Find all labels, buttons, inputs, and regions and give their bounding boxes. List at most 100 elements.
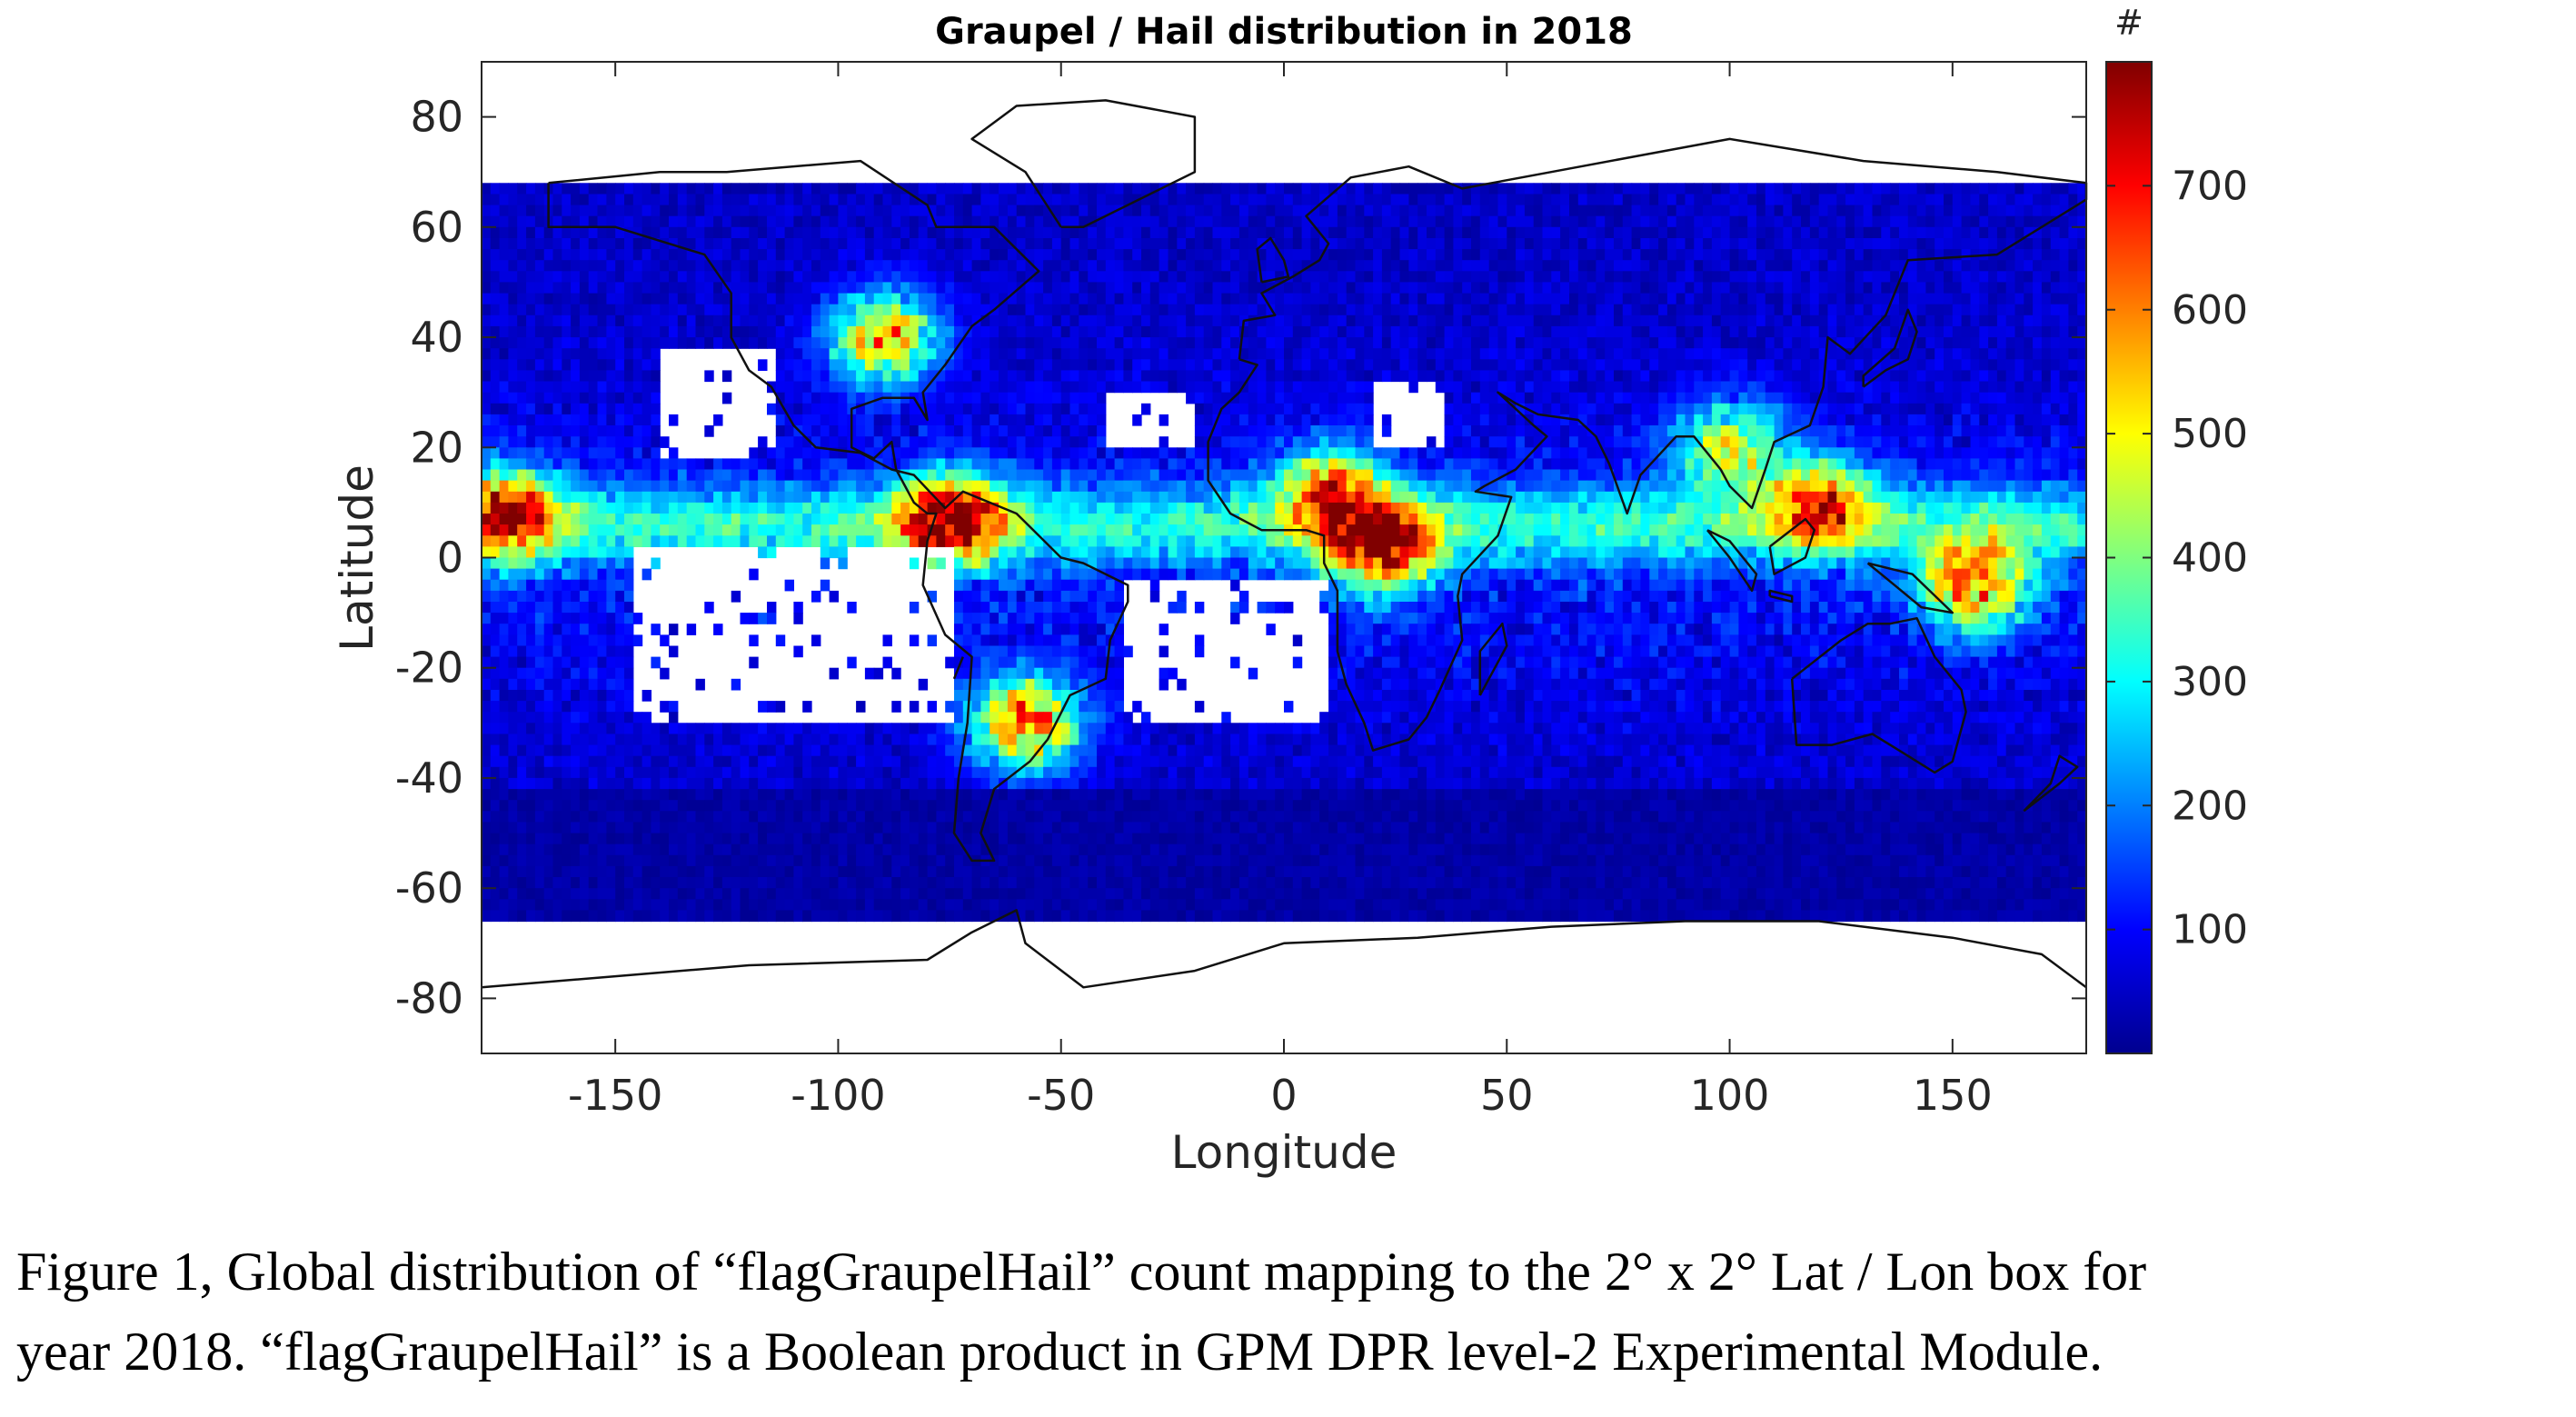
- heatmap-cell: [490, 325, 501, 338]
- heatmap-cell: [1114, 359, 1125, 372]
- heatmap-cell: [936, 314, 946, 327]
- heatmap-cell: [1221, 436, 1231, 448]
- heatmap-cell: [1060, 458, 1071, 471]
- heatmap-cell: [1007, 194, 1018, 206]
- heatmap-cell: [534, 337, 545, 349]
- heatmap-cell: [1507, 271, 1517, 284]
- heatmap-cell: [1827, 205, 1837, 217]
- heatmap-cell: [1756, 194, 1766, 206]
- heatmap-cell: [499, 425, 510, 437]
- heatmap-cell: [793, 271, 803, 284]
- heatmap-cell: [954, 414, 964, 426]
- heatmap-cell: [2041, 194, 2052, 206]
- heatmap-cell: [1088, 425, 1098, 437]
- heatmap-cell: [918, 215, 929, 228]
- heatmap-cell: [1881, 325, 1891, 338]
- heatmap-cell: [1631, 414, 1642, 426]
- heatmap-cell: [767, 183, 777, 195]
- heatmap-cell: [1899, 282, 1909, 294]
- heatmap-cell: [543, 271, 554, 284]
- heatmap-cell: [820, 183, 830, 195]
- heatmap-cell: [1319, 480, 1329, 493]
- heatmap-cell: [1988, 381, 1998, 394]
- heatmap-cell: [2041, 469, 2052, 482]
- heatmap-cell: [1016, 260, 1027, 272]
- heatmap-cell: [1079, 293, 1089, 305]
- heatmap-cell: [1016, 314, 1027, 327]
- heatmap-cell: [606, 447, 616, 460]
- heatmap-cell: [1427, 249, 1437, 261]
- heatmap-cell: [1051, 392, 1062, 404]
- heatmap-cell: [1916, 271, 1927, 284]
- heatmap-cell: [1640, 194, 1650, 206]
- heatmap-cell: [1818, 293, 1829, 305]
- heatmap-cell: [1079, 194, 1089, 206]
- heatmap-cell: [1069, 403, 1079, 415]
- heatmap-cell: [543, 491, 554, 504]
- heatmap-cell: [954, 249, 964, 261]
- heatmap-cell: [1622, 226, 1633, 239]
- heatmap-cell: [1471, 414, 1481, 426]
- heatmap-cell: [686, 293, 697, 305]
- heatmap-cell: [508, 304, 518, 316]
- heatmap-cell: [1435, 293, 1446, 305]
- heatmap-cell: [1827, 337, 1837, 349]
- heatmap-cell: [749, 194, 759, 206]
- heatmap-cell: [1649, 392, 1659, 404]
- heatmap-cell: [1577, 183, 1588, 195]
- heatmap-cell: [1890, 205, 1900, 217]
- heatmap-cell: [962, 337, 973, 349]
- heatmap-cell: [1747, 447, 1757, 460]
- heatmap-cell: [784, 249, 795, 261]
- heatmap-cell: [1177, 337, 1187, 349]
- heatmap-cell: [2033, 226, 2043, 239]
- heatmap-cell: [1916, 447, 1927, 460]
- heatmap-cell: [1497, 436, 1507, 448]
- heatmap-cell: [1399, 325, 1409, 338]
- heatmap-cell: [1586, 403, 1597, 415]
- heatmap-cell: [1899, 414, 1909, 426]
- heatmap-cell: [1979, 414, 1989, 426]
- heatmap-cell: [1703, 414, 1713, 426]
- heatmap-cell: [1542, 370, 1552, 383]
- heatmap-cell: [1533, 381, 1544, 394]
- heatmap-cell: [1631, 194, 1642, 206]
- heatmap-cell: [1801, 238, 1811, 250]
- heatmap-cell: [1640, 260, 1650, 272]
- heatmap-cell: [1996, 381, 2007, 394]
- heatmap-cell: [1212, 337, 1222, 349]
- heatmap-cell: [1328, 215, 1338, 228]
- chart-title: Graupel / Hail distribution in 2018: [935, 11, 1633, 53]
- heatmap-cell: [758, 238, 768, 250]
- heatmap-cell: [1364, 314, 1374, 327]
- heatmap-cell: [1774, 183, 1785, 195]
- heatmap-cell: [811, 348, 821, 360]
- heatmap-cell: [1560, 194, 1570, 206]
- heatmap-cell: [552, 491, 562, 504]
- heatmap-cell: [1551, 436, 1561, 448]
- heatmap-cell: [677, 183, 688, 195]
- heatmap-cell: [615, 271, 625, 284]
- heatmap-cell: [1792, 314, 1802, 327]
- heatmap-cell: [1524, 348, 1535, 360]
- heatmap-cell: [1827, 436, 1837, 448]
- heatmap-cell: [624, 425, 634, 437]
- heatmap-cell: [1596, 293, 1606, 305]
- heatmap-cell: [1836, 226, 1846, 239]
- heatmap-cell: [642, 370, 652, 383]
- heatmap-cell: [1007, 205, 1018, 217]
- heatmap-cell: [1703, 348, 1713, 360]
- heatmap-cell: [1729, 458, 1740, 471]
- heatmap-cell: [1622, 403, 1633, 415]
- heatmap-cell: [2005, 359, 2016, 372]
- heatmap-cell: [900, 436, 910, 448]
- heatmap-cell: [758, 260, 768, 272]
- heatmap-cell: [1194, 337, 1205, 349]
- heatmap-cell: [864, 293, 875, 305]
- heatmap-cell: [1069, 491, 1079, 504]
- heatmap-cell: [1105, 304, 1116, 316]
- heatmap-cell: [517, 304, 527, 316]
- heatmap-cell: [1907, 348, 1918, 360]
- heatmap-cell: [1399, 304, 1409, 316]
- heatmap-cell: [2041, 436, 2052, 448]
